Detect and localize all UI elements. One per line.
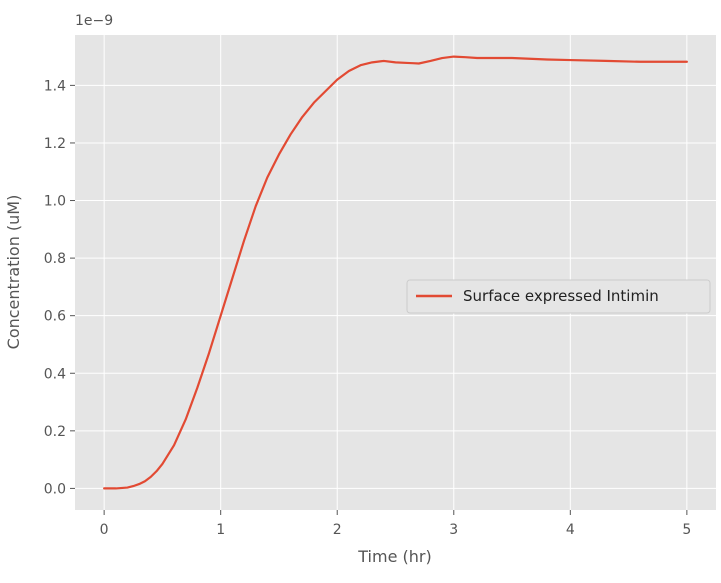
y-tick-label: 0.6	[44, 309, 66, 325]
y-axis-label: Concentration (uM)	[4, 195, 23, 350]
y-tick-label: 0.4	[44, 366, 66, 382]
y-axis-offset-label: 1e−9	[75, 13, 113, 29]
x-tick-label: 2	[333, 522, 342, 538]
x-tick-label: 3	[449, 522, 458, 538]
y-axis-ticks: 0.0 0.2 0.4 0.6 0.8 1.0 1.2 1.4	[44, 78, 75, 497]
y-tick-label: 1.2	[44, 136, 66, 152]
y-tick-label: 1.4	[44, 78, 66, 94]
x-tick-label: 4	[566, 522, 575, 538]
legend-box	[406, 279, 711, 314]
series-line	[103, 55, 688, 490]
y-tick-label: 1.0	[44, 194, 66, 210]
legend: Surface expressed Intimin	[406, 279, 711, 314]
plot-background	[75, 35, 716, 510]
y-tick-label: 0.0	[44, 481, 66, 497]
x-axis-ticks: 0 1 2 3 4 5	[100, 510, 691, 538]
legend-label: Surface expressed Intimin	[463, 287, 659, 305]
grid	[75, 35, 716, 510]
y-tick-label: 0.8	[44, 251, 66, 267]
x-axis-label: Time (hr)	[357, 547, 431, 566]
x-tick-label: 5	[682, 522, 691, 538]
y-tick-label: 0.2	[44, 424, 66, 440]
series-layer	[103, 55, 688, 490]
x-tick-label: 0	[100, 522, 109, 538]
x-tick-label: 1	[216, 522, 225, 538]
